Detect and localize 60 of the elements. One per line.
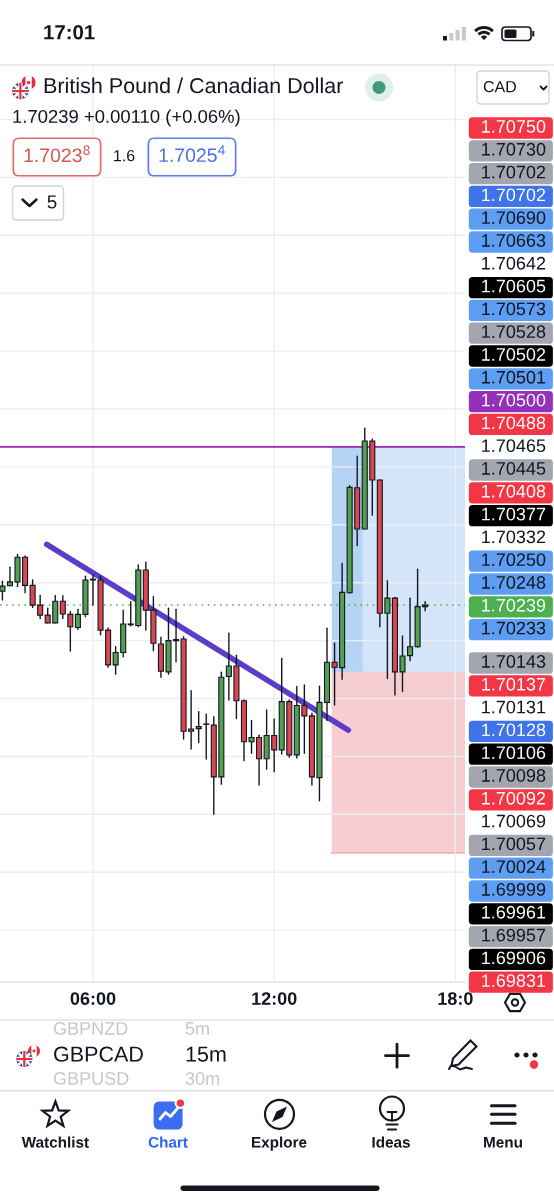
text: 1.70332	[482, 530, 546, 544]
text: 1.70445	[482, 462, 546, 475]
text: 1.70098	[482, 769, 546, 782]
text: 1.70239	[482, 598, 546, 612]
text: 1.70128	[482, 723, 546, 737]
text: 30m	[185, 1072, 219, 1085]
text: GBPUSD	[53, 1072, 129, 1085]
text: 17:01	[44, 25, 95, 40]
x-tick-label: 12:00	[252, 992, 297, 1005]
text: Watchlist	[21, 1136, 89, 1148]
text: 1.70488	[482, 416, 546, 430]
chart-subtitle: 1.70239 +0.00110 (+0.06%)	[13, 109, 240, 127]
text: 1.70605	[482, 279, 546, 293]
x-tick-label: 18:0	[438, 992, 473, 1005]
text: 1.7023$^{8}$	[24, 145, 90, 163]
text: Menu	[484, 1137, 522, 1148]
text: 15m	[186, 1046, 226, 1062]
text: 1.70663	[482, 234, 546, 247]
x-tick-label: 06:00	[70, 992, 116, 1005]
text: 1.6	[114, 149, 135, 162]
text: 1.69999	[482, 883, 546, 896]
text: 1.70106	[482, 746, 546, 760]
text: Chart	[148, 1136, 188, 1148]
text: 1.70500	[482, 393, 546, 407]
text: 1.69906	[482, 951, 546, 965]
text: 1.70573	[482, 302, 546, 316]
text: 1.70690	[482, 211, 546, 225]
text: 5m	[185, 1022, 209, 1035]
text: 1.70702	[482, 165, 546, 179]
text: GBPNZD	[53, 1022, 128, 1035]
text: 1.70024	[482, 860, 546, 874]
text: 1.70730	[482, 142, 546, 156]
text: 5	[47, 195, 57, 209]
text: 1.70092	[482, 791, 546, 805]
text: CAD	[483, 80, 516, 93]
text: 1.70408	[482, 484, 546, 498]
text: 1.7025$^{4}$	[159, 145, 225, 163]
text: 1.70702	[482, 188, 546, 202]
text: 1.69961	[482, 905, 546, 919]
text: 1.70233	[482, 621, 546, 635]
chart-title: British Pound / Canadian Dollar	[44, 77, 343, 94]
text: 1.70248	[482, 576, 546, 589]
text: 1.69831	[482, 974, 546, 988]
text: GBPCAD	[54, 1046, 143, 1062]
text: 1.70377	[482, 507, 546, 521]
text: 1.69957	[482, 928, 546, 942]
text: 1.70143	[482, 655, 546, 668]
text: 1.70250	[482, 553, 546, 567]
text: 1.70057	[482, 837, 546, 851]
text: 1.70501	[482, 370, 546, 384]
text: Explore	[252, 1136, 307, 1151]
text: 1.70642	[482, 256, 546, 270]
text: 1.70502	[482, 348, 546, 361]
text: 1.70137	[482, 677, 546, 691]
text: 1.70069	[482, 814, 546, 828]
text: 1.70131	[482, 700, 546, 714]
text: 1.70528	[482, 325, 546, 339]
text: 1.70750	[482, 120, 546, 133]
text: 1.70465	[482, 439, 546, 453]
text: Ideas	[372, 1136, 410, 1148]
